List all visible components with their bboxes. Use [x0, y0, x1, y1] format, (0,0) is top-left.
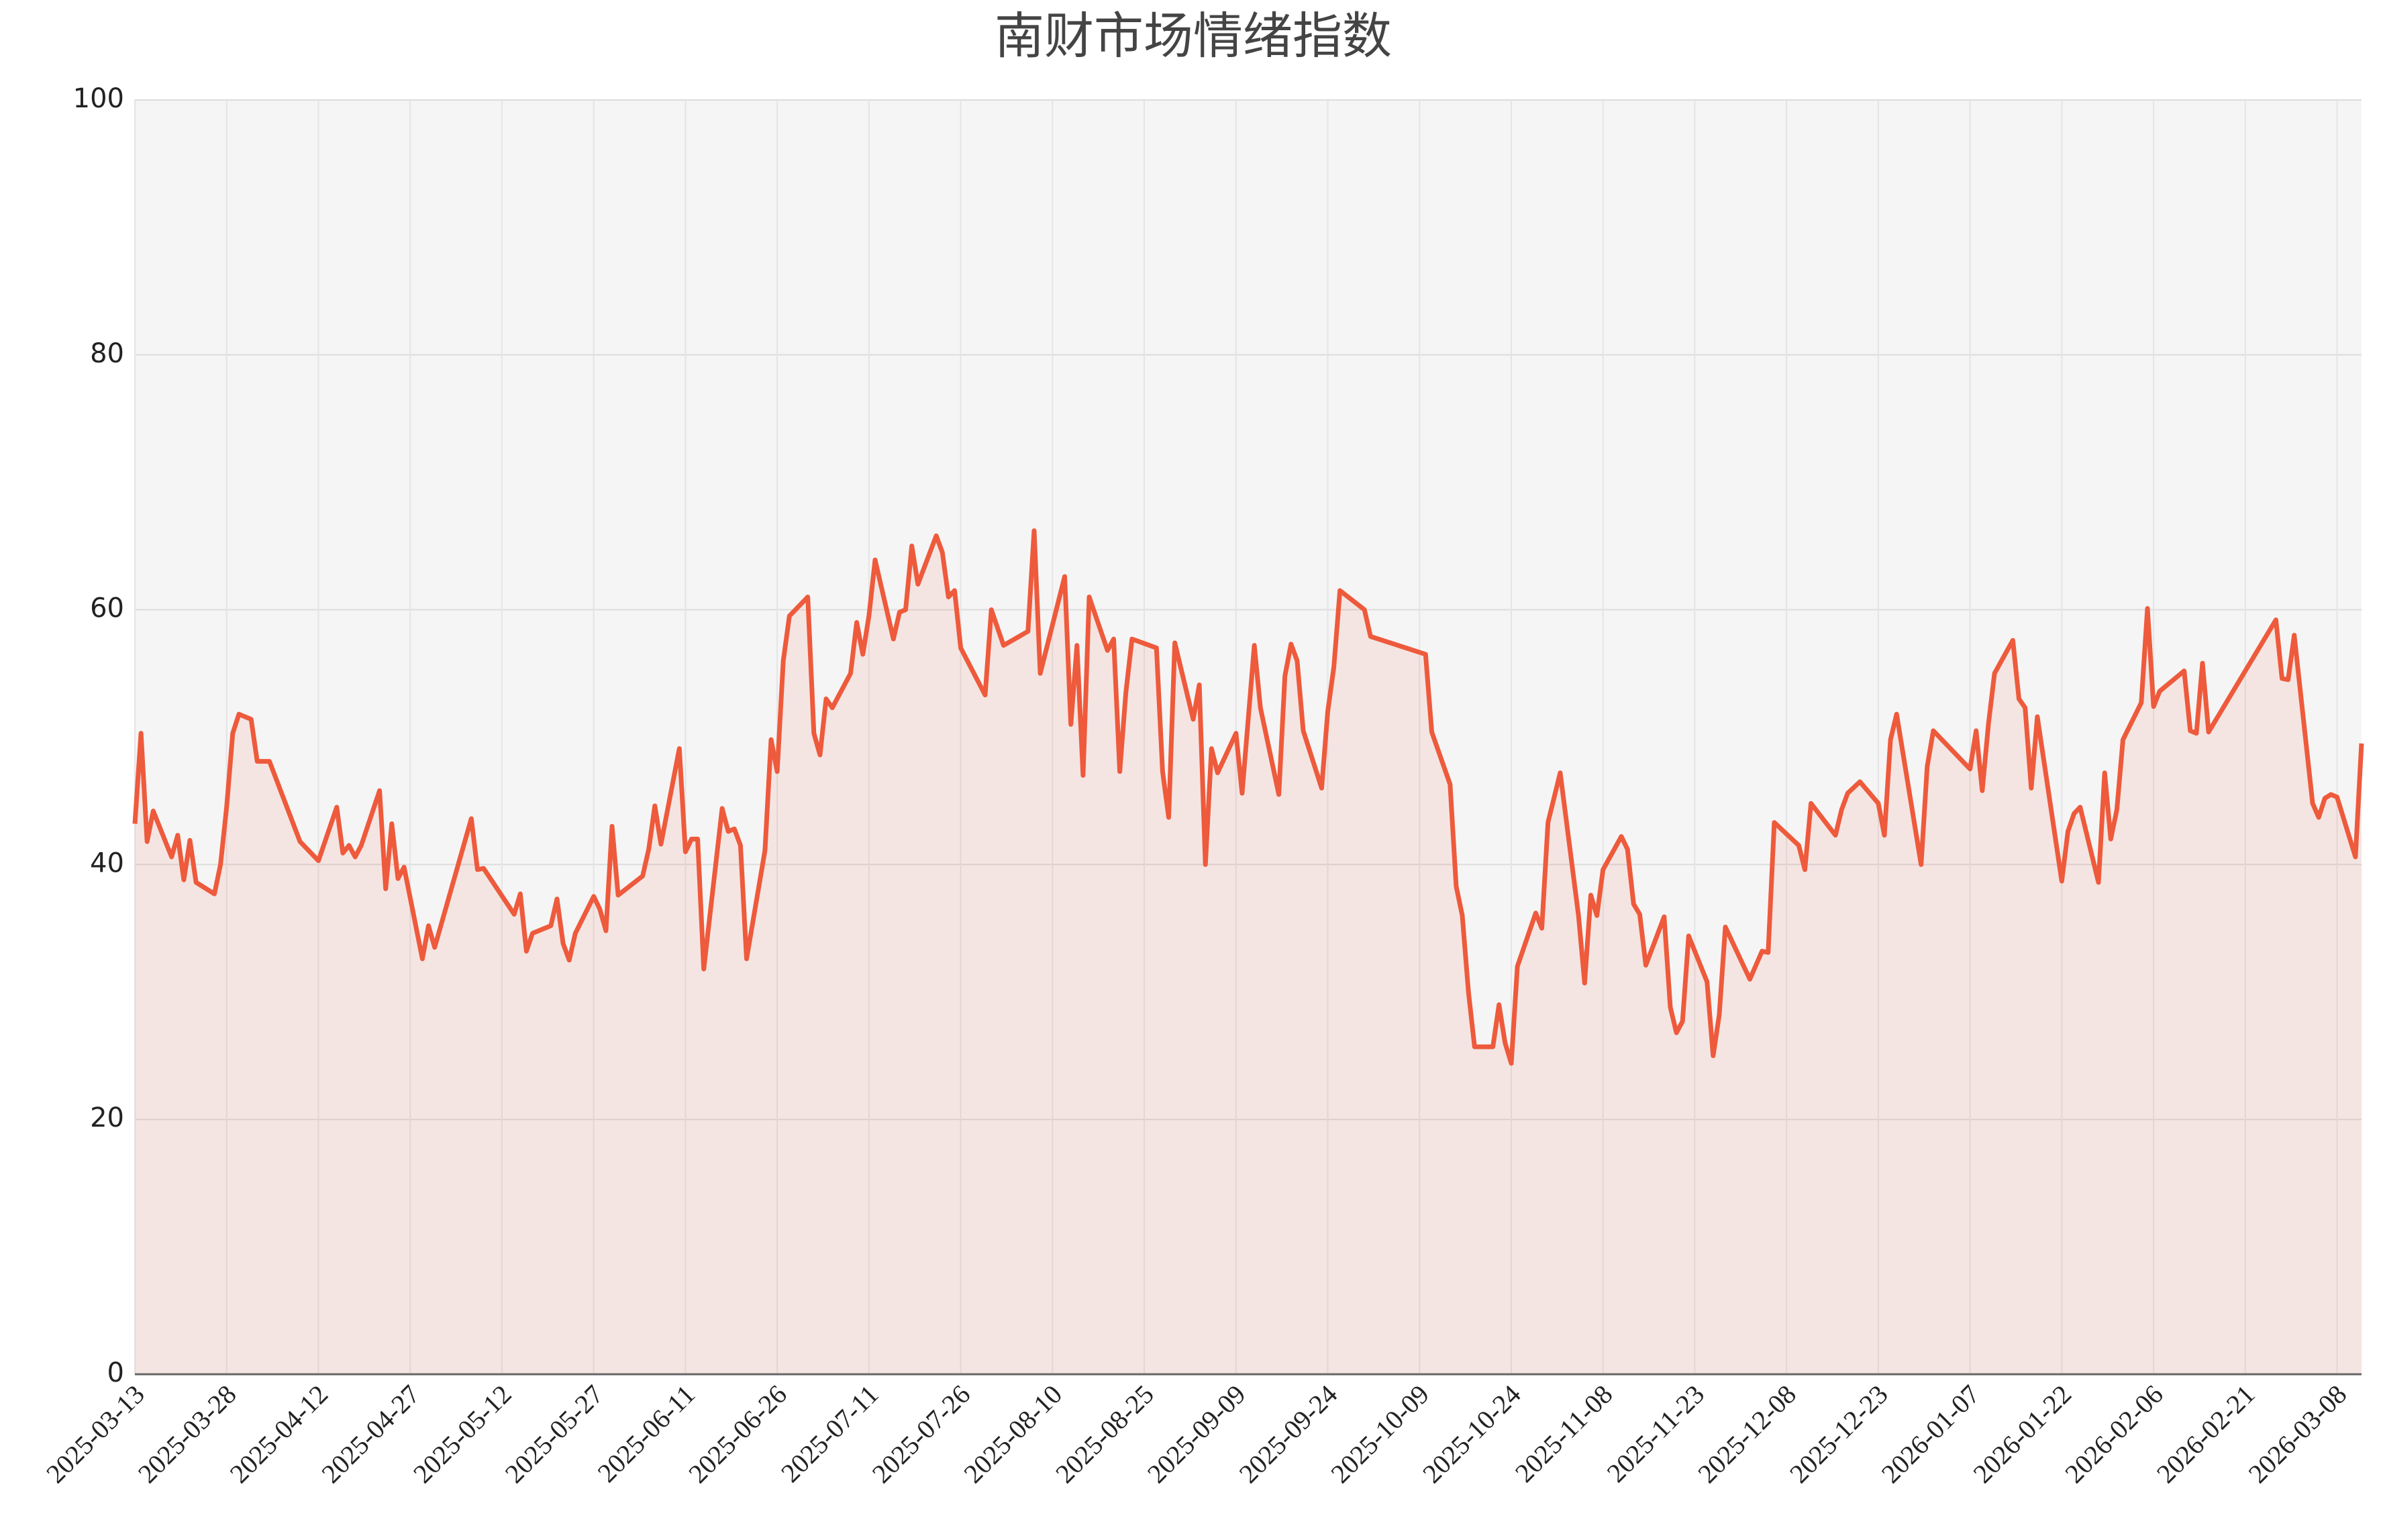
x-tick-label: 2025-07-26 — [866, 1379, 976, 1489]
y-tick-label: 20 — [90, 1102, 124, 1133]
x-tick-label: 2025-06-26 — [682, 1379, 793, 1489]
x-tick-label: 2025-10-09 — [1325, 1379, 1435, 1489]
chart-title: 南财市场情绪指数 — [995, 9, 1392, 64]
line — [132, 528, 2364, 1066]
x-tick-label: 2025-12-08 — [1692, 1379, 1802, 1489]
x-tick-label: 2025-04-27 — [315, 1379, 425, 1489]
x-tick-label: 2025-07-11 — [775, 1379, 884, 1488]
x-tick-label: 2026-03-08 — [2243, 1379, 2353, 1489]
x-tick-label: 2025-05-12 — [407, 1379, 517, 1489]
x-tick-label: 2025-03-13 — [40, 1379, 150, 1489]
x-tick-label: 2025-04-12 — [224, 1379, 334, 1489]
x-tick-label: 2025-11-08 — [1509, 1379, 1619, 1488]
x-tick-label: 2026-01-22 — [1967, 1379, 2077, 1489]
y-tick-label: 0 — [107, 1357, 124, 1388]
x-tick-label: 2025-12-23 — [1784, 1379, 1894, 1489]
area — [135, 530, 2362, 1374]
x-tick-label: 2025-09-09 — [1142, 1379, 1252, 1489]
x-tick-label: 2025-06-11 — [591, 1379, 701, 1488]
y-tick-label: 60 — [90, 593, 124, 624]
x-tick-label: 2025-03-28 — [132, 1379, 242, 1489]
x-tick-label: 2025-08-10 — [958, 1379, 1068, 1489]
x-tick-label: 2025-05-27 — [499, 1379, 609, 1489]
x-tick-label: 2026-02-06 — [2059, 1379, 2169, 1489]
x-tick-label: 2026-01-07 — [1876, 1379, 1986, 1489]
y-tick-label: 100 — [73, 83, 124, 114]
x-tick-label: 2025-08-25 — [1050, 1379, 1160, 1489]
y-tick-label: 40 — [90, 848, 124, 878]
x-tick-label: 2025-10-24 — [1417, 1379, 1527, 1489]
x-tick-label: 2025-09-24 — [1233, 1379, 1344, 1489]
x-tick-label: 2026-02-21 — [2151, 1379, 2261, 1489]
y-tick-label: 80 — [90, 338, 124, 369]
x-tick-label: 2025-11-23 — [1601, 1379, 1711, 1488]
